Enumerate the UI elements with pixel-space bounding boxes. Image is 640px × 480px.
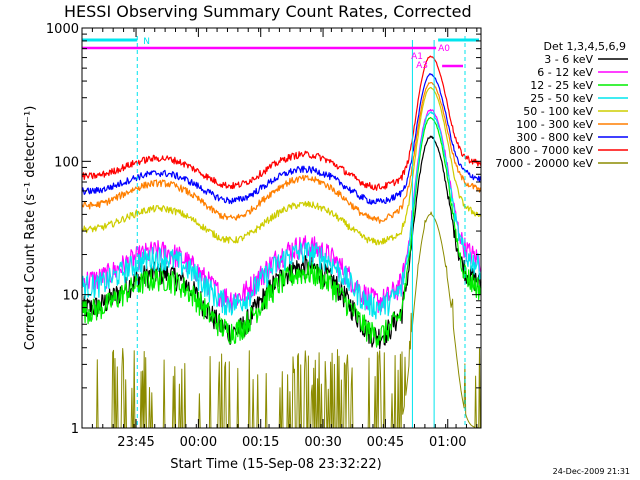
legend-label-100-300-kev: 100 - 300 keV [516, 118, 593, 131]
series-25-50-kev [81, 111, 482, 320]
series-7000-20000-kev [82, 211, 481, 429]
flag-label-a0: A0 [438, 44, 450, 54]
flag-label-n: N [143, 37, 150, 47]
axis-layer: 1 10 100 1000 23:45 00:00 00:15 00:30 00:45 01:00 [46, 22, 481, 450]
date-stamp: 24-Dec-2009 21:31 [553, 467, 630, 476]
legend-label-50-100-kev: 50 - 100 keV [523, 105, 593, 118]
x-tick-label-23-45: 23:45 [117, 435, 154, 450]
x-tick-label-00-00: 00:00 [180, 435, 217, 450]
y-tick-label-10: 10 [62, 289, 79, 304]
legend-label-300-800-kev: 300 - 800 keV [516, 131, 593, 144]
x-tick-label-00-30: 00:30 [304, 435, 341, 450]
plot-frame [81, 27, 482, 429]
y-tick-label-100: 100 [54, 155, 79, 170]
series-800-7000-kev [81, 55, 482, 191]
y-axis-title: Corrected Count Rate (s⁻¹ detector⁻¹) [23, 106, 38, 351]
y-tick-label-1: 1 [71, 422, 79, 437]
legend-title: Det 1,3,4,5,6,9 [543, 40, 626, 53]
x-tick-label-01-00: 01:00 [429, 435, 466, 450]
flag-label-a1: A1 [411, 52, 423, 62]
chart-title: HESSI Observing Summary Count Rates, Cor… [64, 2, 472, 21]
series-layer [81, 55, 482, 429]
series-300-800-kev [81, 73, 482, 205]
series-100-300-kev [81, 82, 482, 224]
legend-label-12-25-kev: 12 - 25 keV [530, 79, 593, 92]
legend-label-800-7000-kev: 800 - 7000 keV [509, 144, 593, 157]
series-50-100-kev [81, 86, 482, 246]
x-tick-label-00-15: 00:15 [242, 435, 279, 450]
x-tick-label-00-45: 00:45 [367, 435, 404, 450]
y-tick-label-1000: 1000 [46, 22, 79, 37]
legend-label-3-6-kev: 3 - 6 keV [544, 53, 593, 66]
x-axis-title: Start Time (15-Sep-08 23:32:22) [170, 457, 381, 472]
series-12-25-kev [81, 116, 482, 348]
legend-label-25-50-kev: 25 - 50 keV [530, 92, 593, 105]
flag-label-a3: A3 [416, 61, 428, 71]
legend-label-7000-20000-kev: 7000 - 20000 keV [495, 157, 593, 170]
legend-label-6-12-kev: 6 - 12 keV [537, 66, 593, 79]
